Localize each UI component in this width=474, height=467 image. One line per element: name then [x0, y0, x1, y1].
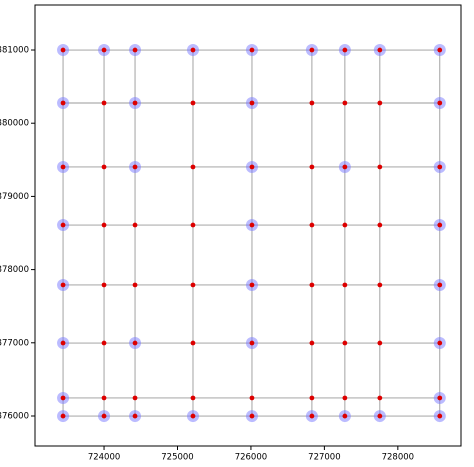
node	[132, 164, 138, 170]
node	[60, 47, 66, 53]
node	[60, 413, 66, 419]
node	[132, 282, 138, 288]
node	[132, 395, 138, 401]
node	[190, 395, 196, 401]
node	[190, 100, 196, 106]
y-tick-label: 877000	[0, 338, 29, 348]
node	[101, 47, 107, 53]
node	[249, 413, 255, 419]
y-tick-label: 881000	[0, 46, 29, 56]
node	[437, 282, 443, 288]
node	[377, 282, 383, 288]
node	[190, 340, 196, 346]
node	[101, 340, 107, 346]
node	[60, 222, 66, 228]
node	[101, 164, 107, 170]
plot-frame	[34, 4, 462, 447]
y-tick-label: 878000	[0, 265, 29, 275]
node	[101, 222, 107, 228]
node	[132, 340, 138, 346]
node	[437, 222, 443, 228]
node	[309, 282, 315, 288]
node	[190, 413, 196, 419]
node	[309, 100, 315, 106]
node	[309, 47, 315, 53]
node	[60, 282, 66, 288]
node	[132, 222, 138, 228]
node	[60, 164, 66, 170]
node	[60, 395, 66, 401]
node	[309, 340, 315, 346]
node	[249, 164, 255, 170]
node	[249, 47, 255, 53]
node	[342, 282, 348, 288]
node	[190, 282, 196, 288]
node	[190, 222, 196, 228]
node	[249, 395, 255, 401]
node	[190, 47, 196, 53]
x-tick-label: 726000	[235, 453, 267, 463]
node	[101, 413, 107, 419]
node	[342, 47, 348, 53]
node	[190, 164, 196, 170]
node	[249, 282, 255, 288]
node	[249, 222, 255, 228]
node	[377, 164, 383, 170]
node	[377, 413, 383, 419]
node	[377, 47, 383, 53]
node	[342, 164, 348, 170]
node	[342, 395, 348, 401]
node	[132, 413, 138, 419]
node	[437, 47, 443, 53]
x-tick-label: 725000	[161, 453, 193, 463]
node	[101, 282, 107, 288]
node	[132, 100, 138, 106]
node	[249, 340, 255, 346]
node	[249, 100, 255, 106]
node	[309, 164, 315, 170]
node	[377, 395, 383, 401]
y-tick-label: 880000	[0, 119, 29, 129]
node	[377, 222, 383, 228]
node	[437, 340, 443, 346]
node	[60, 340, 66, 346]
node	[437, 100, 443, 106]
node	[101, 395, 107, 401]
x-tick-label: 728000	[382, 453, 414, 463]
y-tick-label: 879000	[0, 192, 29, 202]
node	[377, 340, 383, 346]
node	[101, 100, 107, 106]
node	[342, 100, 348, 106]
x-tick-label: 724000	[88, 453, 120, 463]
node	[437, 164, 443, 170]
node	[437, 395, 443, 401]
node	[342, 413, 348, 419]
node	[437, 413, 443, 419]
node	[342, 340, 348, 346]
node	[309, 395, 315, 401]
node	[309, 222, 315, 228]
node	[342, 222, 348, 228]
node	[377, 100, 383, 106]
node	[132, 47, 138, 53]
x-tick-label: 727000	[308, 453, 340, 463]
y-tick-label: 876000	[0, 411, 29, 421]
node	[309, 413, 315, 419]
node	[60, 100, 66, 106]
